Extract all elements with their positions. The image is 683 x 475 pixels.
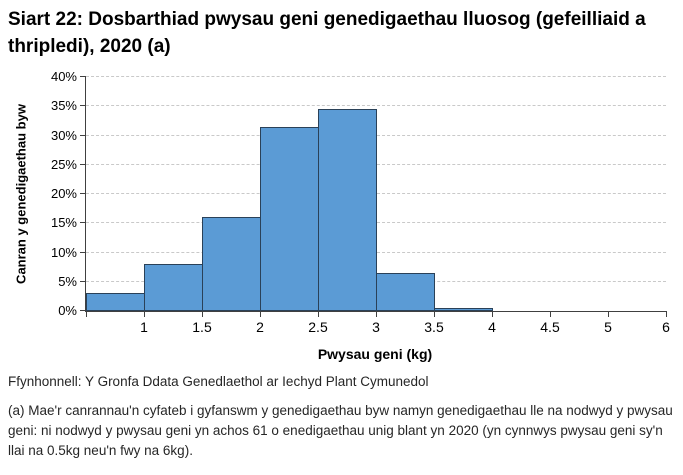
x-tick-label: 5 bbox=[604, 319, 612, 335]
x-tick bbox=[550, 311, 551, 317]
bar bbox=[260, 126, 319, 311]
y-tick-label: 30% bbox=[50, 127, 77, 143]
y-tick-label: 15% bbox=[50, 215, 77, 231]
bar bbox=[202, 217, 261, 311]
bar bbox=[434, 308, 493, 311]
y-tick bbox=[80, 105, 86, 107]
x-tick-label: 3 bbox=[372, 319, 380, 335]
page-title: Siart 22: Dosbarthiad pwysau geni genedi… bbox=[8, 9, 646, 57]
y-tick-label: 0% bbox=[58, 303, 77, 318]
bar bbox=[376, 272, 435, 311]
x-tick bbox=[202, 311, 203, 317]
x-tick bbox=[260, 311, 261, 317]
bar bbox=[318, 109, 377, 311]
x-tick-label: 4 bbox=[488, 319, 496, 335]
y-tick-label: 25% bbox=[50, 156, 77, 172]
x-tick-label: 1 bbox=[140, 319, 148, 335]
plot-area: 0% 5% 10% 15% 20% 25% 30% 35% 40% 1 1.5 2 2.5 3 3.5 4 4.… bbox=[51, 69, 670, 335]
y-tick-label: 40% bbox=[50, 69, 77, 84]
y-tick bbox=[80, 310, 86, 311]
bar bbox=[86, 293, 145, 311]
gridline bbox=[86, 76, 666, 77]
x-axis-title: Pwysau geni (kg) bbox=[317, 346, 433, 362]
y-tick bbox=[80, 163, 86, 165]
x-tick-label: 1.5 bbox=[192, 319, 212, 335]
y-tick bbox=[80, 251, 86, 253]
chart-footer: Ffynhonnell: Y Gronfa Ddata Genedlaethol… bbox=[8, 372, 678, 470]
x-tick bbox=[666, 311, 667, 317]
y-tick bbox=[80, 76, 86, 77]
x-tick bbox=[144, 311, 145, 317]
y-tick-label: 10% bbox=[50, 244, 77, 260]
x-tick bbox=[86, 311, 87, 317]
y-axis-title: Canran y genedigaethau byw bbox=[13, 104, 29, 284]
source-line: Ffynhonnell: Y Gronfa Ddata Genedlaethol… bbox=[8, 374, 429, 389]
footnote-a: (a) Mae'r canrannau'n cyfateb i gyfanswm… bbox=[8, 403, 673, 458]
x-tick bbox=[376, 311, 377, 317]
y-tick bbox=[80, 280, 86, 282]
y-tick bbox=[80, 134, 86, 136]
y-tick-label: 35% bbox=[50, 98, 77, 114]
x-tick bbox=[434, 311, 435, 317]
y-tick-label: 20% bbox=[50, 186, 77, 201]
x-tick-label: 6 bbox=[662, 319, 670, 335]
x-tick-label: 4.5 bbox=[540, 319, 560, 335]
y-tick bbox=[80, 193, 86, 194]
x-tick bbox=[492, 311, 493, 317]
bar bbox=[144, 264, 203, 311]
y-tick bbox=[80, 222, 86, 224]
gridline bbox=[86, 105, 666, 107]
x-tick-label: 3.5 bbox=[424, 319, 444, 335]
x-tick-label: 2.5 bbox=[308, 319, 328, 335]
y-tick-label: 5% bbox=[58, 273, 77, 289]
histogram-chart: Canran y genedigaethau byw 0% 5% 10% 15% 20%… bbox=[0, 69, 683, 370]
x-tick-label: 2 bbox=[256, 319, 264, 335]
x-tick bbox=[608, 311, 609, 317]
x-tick bbox=[318, 311, 319, 317]
